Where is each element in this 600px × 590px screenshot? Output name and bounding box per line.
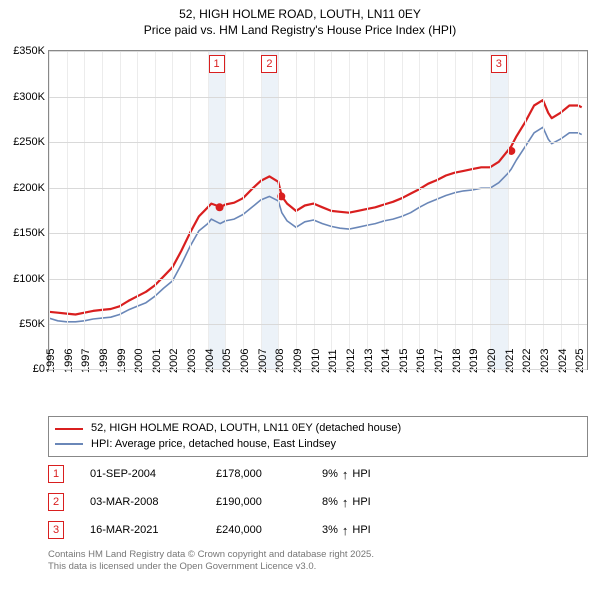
- grid-v: [331, 51, 332, 369]
- event-note: 8% ↑HPI: [322, 496, 371, 509]
- grid-h: [49, 188, 587, 189]
- event-note-text: HPI: [352, 496, 370, 508]
- grid-v: [296, 51, 297, 369]
- chart-title-block: 52, HIGH HOLME ROAD, LOUTH, LN11 0EY Pri…: [0, 0, 600, 40]
- grid-v: [137, 51, 138, 369]
- legend-swatch: [55, 428, 83, 430]
- attribution-line1: Contains HM Land Registry data © Crown c…: [48, 549, 588, 561]
- grid-v: [402, 51, 403, 369]
- grid-v: [314, 51, 315, 369]
- legend: 52, HIGH HOLME ROAD, LOUTH, LN11 0EY (de…: [48, 416, 588, 457]
- event-row: 2 03-MAR-2008 £190,000 8% ↑HPI: [48, 493, 588, 511]
- grid-v: [208, 51, 209, 369]
- arrow-up-icon: ↑: [342, 496, 349, 509]
- grid-v: [349, 51, 350, 369]
- event-pct: 8%: [322, 496, 338, 508]
- y-tick-label: £300K: [13, 91, 49, 103]
- grid-v: [508, 51, 509, 369]
- legend-label: 52, HIGH HOLME ROAD, LOUTH, LN11 0EY (de…: [91, 421, 401, 436]
- grid-v: [419, 51, 420, 369]
- event-pct: 3%: [322, 524, 338, 536]
- event-marker: 2: [261, 55, 277, 73]
- event-marker: 3: [491, 55, 507, 73]
- event-note-text: HPI: [352, 524, 370, 536]
- attribution: Contains HM Land Registry data © Crown c…: [48, 549, 588, 573]
- event-pct: 9%: [322, 468, 338, 480]
- grid-v: [49, 51, 50, 369]
- y-tick-label: £0: [33, 363, 49, 375]
- grid-v: [243, 51, 244, 369]
- event-note: 3% ↑HPI: [322, 524, 371, 537]
- event-number-box: 2: [48, 493, 64, 511]
- event-table: 101-SEP-2004£178,0009%↑HPI203-MAR-2008£1…: [48, 465, 588, 539]
- chart-title-line2: Price paid vs. HM Land Registry's House …: [0, 22, 600, 38]
- grid-v: [437, 51, 438, 369]
- arrow-up-icon: ↑: [342, 524, 349, 537]
- event-number-box: 3: [48, 521, 64, 539]
- y-tick-label: £50K: [19, 318, 49, 330]
- event-price: £178,000: [216, 468, 296, 480]
- grid-h: [49, 51, 587, 52]
- grid-v: [120, 51, 121, 369]
- series-line: [49, 100, 582, 314]
- grid-v: [455, 51, 456, 369]
- grid-h: [49, 233, 587, 234]
- grid-v: [278, 51, 279, 369]
- grid-v: [67, 51, 68, 369]
- event-note-text: HPI: [352, 468, 370, 480]
- grid-v: [472, 51, 473, 369]
- grid-v: [525, 51, 526, 369]
- grid-v: [84, 51, 85, 369]
- y-tick-label: £100K: [13, 273, 49, 285]
- arrow-up-icon: ↑: [342, 468, 349, 481]
- plot-area: 1995199619971998199920002001200220032004…: [48, 50, 588, 370]
- chart-area: 1995199619971998199920002001200220032004…: [48, 40, 588, 410]
- event-price: £190,000: [216, 496, 296, 508]
- event-note: 9% ↑HPI: [322, 468, 371, 481]
- grid-h: [49, 279, 587, 280]
- grid-h: [49, 324, 587, 325]
- grid-v: [367, 51, 368, 369]
- legend-swatch: [55, 443, 83, 445]
- y-tick-label: £350K: [13, 45, 49, 57]
- event-marker: 1: [209, 55, 225, 73]
- y-tick-label: £250K: [13, 136, 49, 148]
- grid-v: [384, 51, 385, 369]
- grid-v: [102, 51, 103, 369]
- chart-title-line1: 52, HIGH HOLME ROAD, LOUTH, LN11 0EY: [0, 6, 600, 22]
- event-price: £240,000: [216, 524, 296, 536]
- grid-v: [578, 51, 579, 369]
- event-date: 16-MAR-2021: [90, 524, 190, 536]
- legend-label: HPI: Average price, detached house, East…: [91, 437, 336, 452]
- event-date: 01-SEP-2004: [90, 468, 190, 480]
- legend-item: HPI: Average price, detached house, East…: [55, 437, 581, 452]
- grid-v: [155, 51, 156, 369]
- y-tick-label: £200K: [13, 182, 49, 194]
- grid-v: [490, 51, 491, 369]
- y-tick-label: £150K: [13, 227, 49, 239]
- legend-item: 52, HIGH HOLME ROAD, LOUTH, LN11 0EY (de…: [55, 421, 581, 436]
- series-marker-dot: [216, 204, 224, 212]
- attribution-line2: This data is licensed under the Open Gov…: [48, 561, 588, 573]
- grid-h: [49, 142, 587, 143]
- grid-v: [261, 51, 262, 369]
- grid-h: [49, 97, 587, 98]
- grid-v: [190, 51, 191, 369]
- grid-v: [561, 51, 562, 369]
- event-date: 03-MAR-2008: [90, 496, 190, 508]
- grid-v: [543, 51, 544, 369]
- event-row: 3 16-MAR-2021 £240,000 3% ↑HPI: [48, 521, 588, 539]
- chart-lines-svg: [49, 51, 587, 369]
- grid-h: [49, 369, 587, 370]
- event-number-box: 1: [48, 465, 64, 483]
- event-row: 1 01-SEP-2004 £178,000 9% ↑HPI: [48, 465, 588, 483]
- grid-v: [225, 51, 226, 369]
- grid-v: [172, 51, 173, 369]
